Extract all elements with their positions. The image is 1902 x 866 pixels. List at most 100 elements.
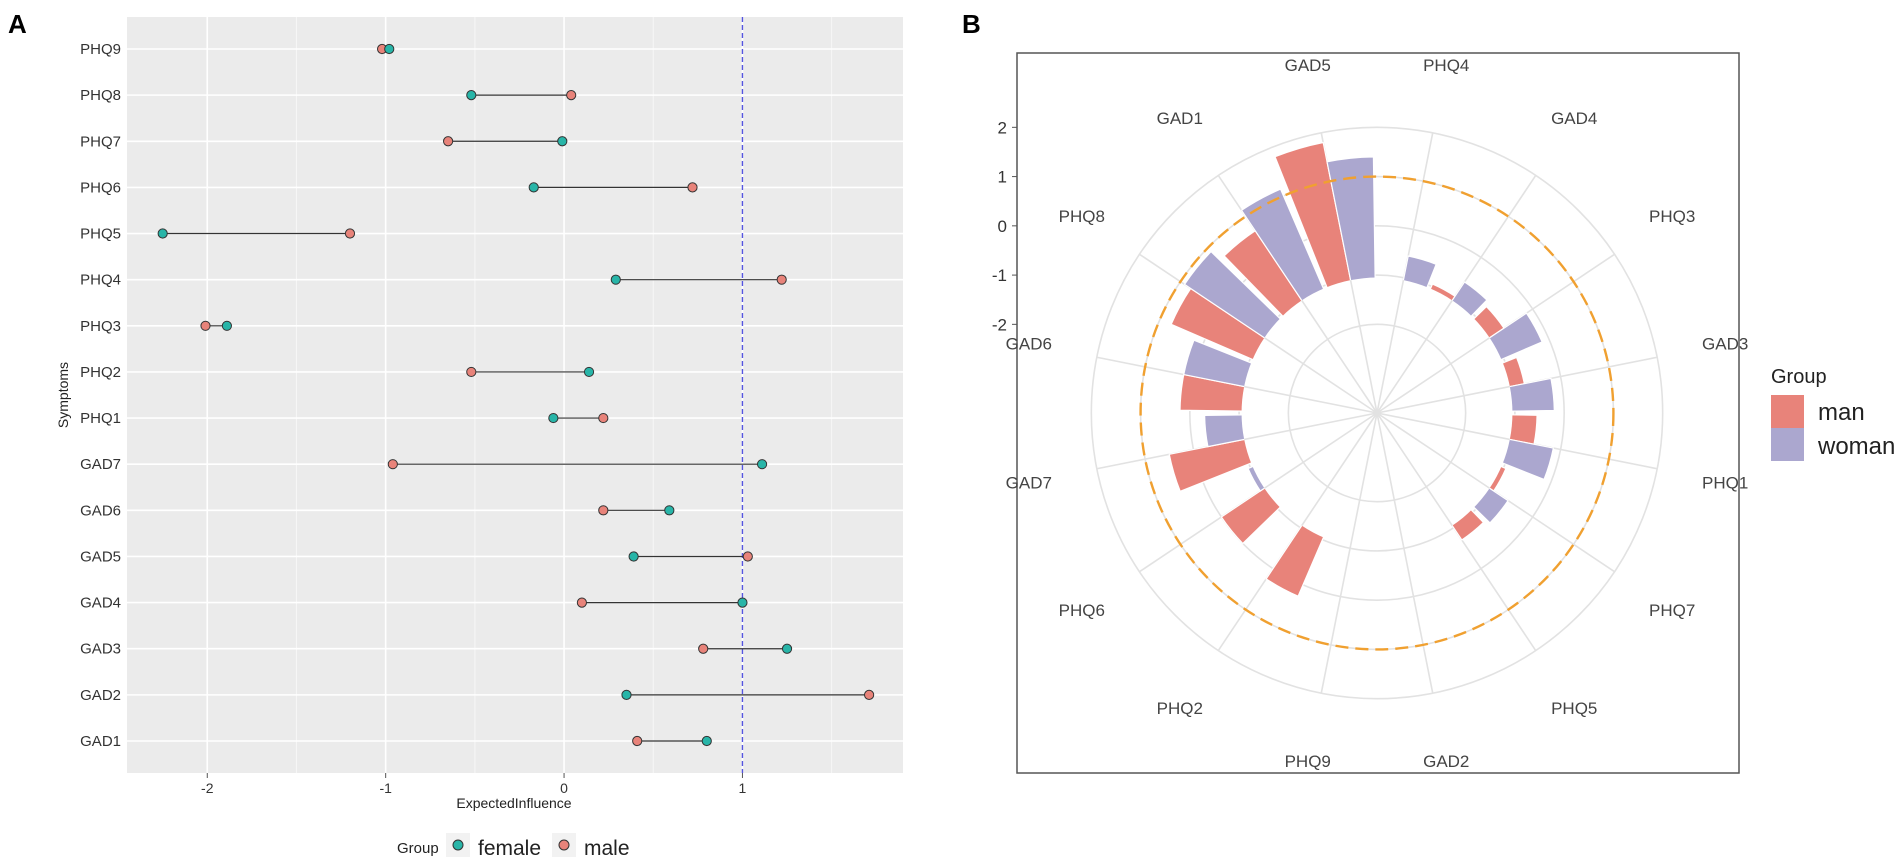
category-label: PHQ1 (1702, 473, 1748, 492)
legend-a-title: Group (397, 840, 439, 857)
y-tick-label: GAD5 (80, 548, 121, 565)
radial-tick-label: -2 (992, 315, 1007, 334)
legend-woman-label: woman (1817, 433, 1895, 460)
y-tick-label: PHQ2 (80, 364, 121, 381)
inner-spoke (1263, 337, 1378, 414)
male-point (864, 689, 875, 700)
male-point (598, 505, 609, 516)
inner-spoke (1376, 412, 1511, 441)
x-tick-label: 1 (739, 780, 747, 796)
panel-b-label: B (962, 9, 981, 39)
category-label: GAD4 (1551, 109, 1597, 128)
y-tick-label: GAD6 (80, 502, 121, 519)
female-point (664, 505, 675, 516)
radial-tick-label: 2 (998, 118, 1007, 137)
category-label: PHQ5 (1551, 699, 1597, 718)
category-label: GAD3 (1702, 335, 1748, 354)
y-tick-label: PHQ8 (80, 87, 121, 104)
dumbbell-segments (162, 48, 870, 742)
category-label: PHQ8 (1059, 207, 1105, 226)
legend-man-swatch (1771, 395, 1804, 428)
male-point (344, 228, 356, 239)
male-point (776, 274, 787, 285)
panel-b: B PHQ4GAD4PHQ3GAD3PHQ1PHQ7PHQ5GAD2PHQ9PH… (962, 9, 1895, 774)
y-tick-label: GAD2 (80, 687, 121, 704)
category-label: PHQ2 (1157, 699, 1203, 718)
male-point (632, 735, 643, 747)
y-tick-label: GAD4 (80, 595, 121, 612)
female-point (221, 320, 232, 331)
category-label: PHQ9 (1285, 752, 1331, 771)
inner-spoke (1243, 412, 1378, 441)
panel-a-label: A (8, 9, 27, 39)
inner-spoke (1349, 412, 1378, 547)
radial-tick-label: -1 (992, 266, 1007, 285)
male-point (466, 366, 477, 378)
x-tick-label: -2 (201, 780, 214, 796)
inner-spoke (1376, 385, 1511, 414)
radial-tick-label: 1 (998, 168, 1007, 187)
y-tick-label: PHQ5 (80, 226, 121, 243)
x-tick-labels: -2 -1 0 1 (201, 773, 747, 796)
inner-spoke (1376, 412, 1453, 527)
y-tick-label: PHQ9 (80, 41, 121, 58)
y-tick-label: GAD3 (80, 641, 121, 658)
inner-spoke (1301, 299, 1378, 414)
category-label: GAD5 (1285, 56, 1331, 75)
female-point (621, 689, 632, 700)
female-point (628, 551, 639, 562)
y-tick-label: PHQ1 (80, 410, 121, 427)
female-point (528, 182, 539, 193)
female-point (610, 274, 621, 285)
inner-spoke (1349, 279, 1378, 414)
female-point (557, 136, 568, 147)
inner-spoke (1243, 385, 1378, 414)
inner-gridline (1287, 323, 1467, 503)
x-tick-label: 0 (560, 780, 568, 796)
x-axis-label: ExpectedInfluence (456, 795, 571, 811)
legend-man-label: man (1818, 399, 1865, 426)
female-point (384, 43, 395, 55)
legend-male-marker (558, 839, 570, 851)
category-label: GAD1 (1157, 109, 1203, 128)
male-point (566, 90, 577, 101)
inner-spoke (1376, 412, 1405, 547)
y-tick-labels: PHQ9 PHQ8 PHQ7 PHQ6 PHQ5 PHQ4 PHQ3 PHQ2 PHQ1 GAD7… (80, 41, 121, 750)
legend-male-label: male (584, 837, 630, 860)
y-axis-label: Symptoms (55, 362, 71, 428)
legend-female-marker (452, 839, 464, 851)
inner-spoke (1376, 299, 1453, 414)
male-point (443, 136, 454, 147)
category-label: GAD7 (1006, 473, 1052, 492)
radial-gridline (1090, 126, 1664, 700)
y-tick-label: GAD7 (80, 456, 121, 473)
x-tick-label: -1 (379, 780, 392, 796)
female-point (756, 459, 768, 470)
category-label: PHQ7 (1649, 601, 1695, 620)
reference-ring (1139, 175, 1615, 651)
category-labels: PHQ4 GAD4 PHQ3 GAD3 PHQ1 PHQ7 PHQ5 GAD2 PHQ9 PHQ2… (1006, 56, 1749, 771)
y-tick-label: GAD1 (80, 733, 121, 750)
inner-spoke (1376, 412, 1491, 489)
y-tick-label: PHQ4 (80, 272, 121, 289)
female-point (701, 735, 712, 747)
male-point (387, 459, 398, 470)
legend-woman-swatch (1771, 428, 1804, 461)
male-point (742, 551, 753, 562)
female-point (157, 228, 168, 239)
category-label: PHQ3 (1649, 207, 1695, 226)
inner-spoke (1376, 337, 1491, 414)
legend-b-title: Group (1771, 366, 1827, 388)
reference-ring-circle (1139, 175, 1615, 651)
female-point (737, 597, 748, 608)
polar-bars (1168, 141, 1555, 597)
female-point (583, 366, 595, 378)
y-tick-label: PHQ6 (80, 179, 121, 196)
category-label: GAD2 (1423, 752, 1469, 771)
plot-panel-background (127, 17, 903, 773)
legend-a: Group female male (397, 833, 630, 860)
inner-spoke (1376, 279, 1405, 414)
dumbbell-points (157, 43, 875, 747)
panel-a: A PHQ9 PHQ8 PHQ7 PHQ6 PHQ5 PHQ4 PHQ3 PHQ2 PHQ1 GA… (8, 9, 903, 860)
